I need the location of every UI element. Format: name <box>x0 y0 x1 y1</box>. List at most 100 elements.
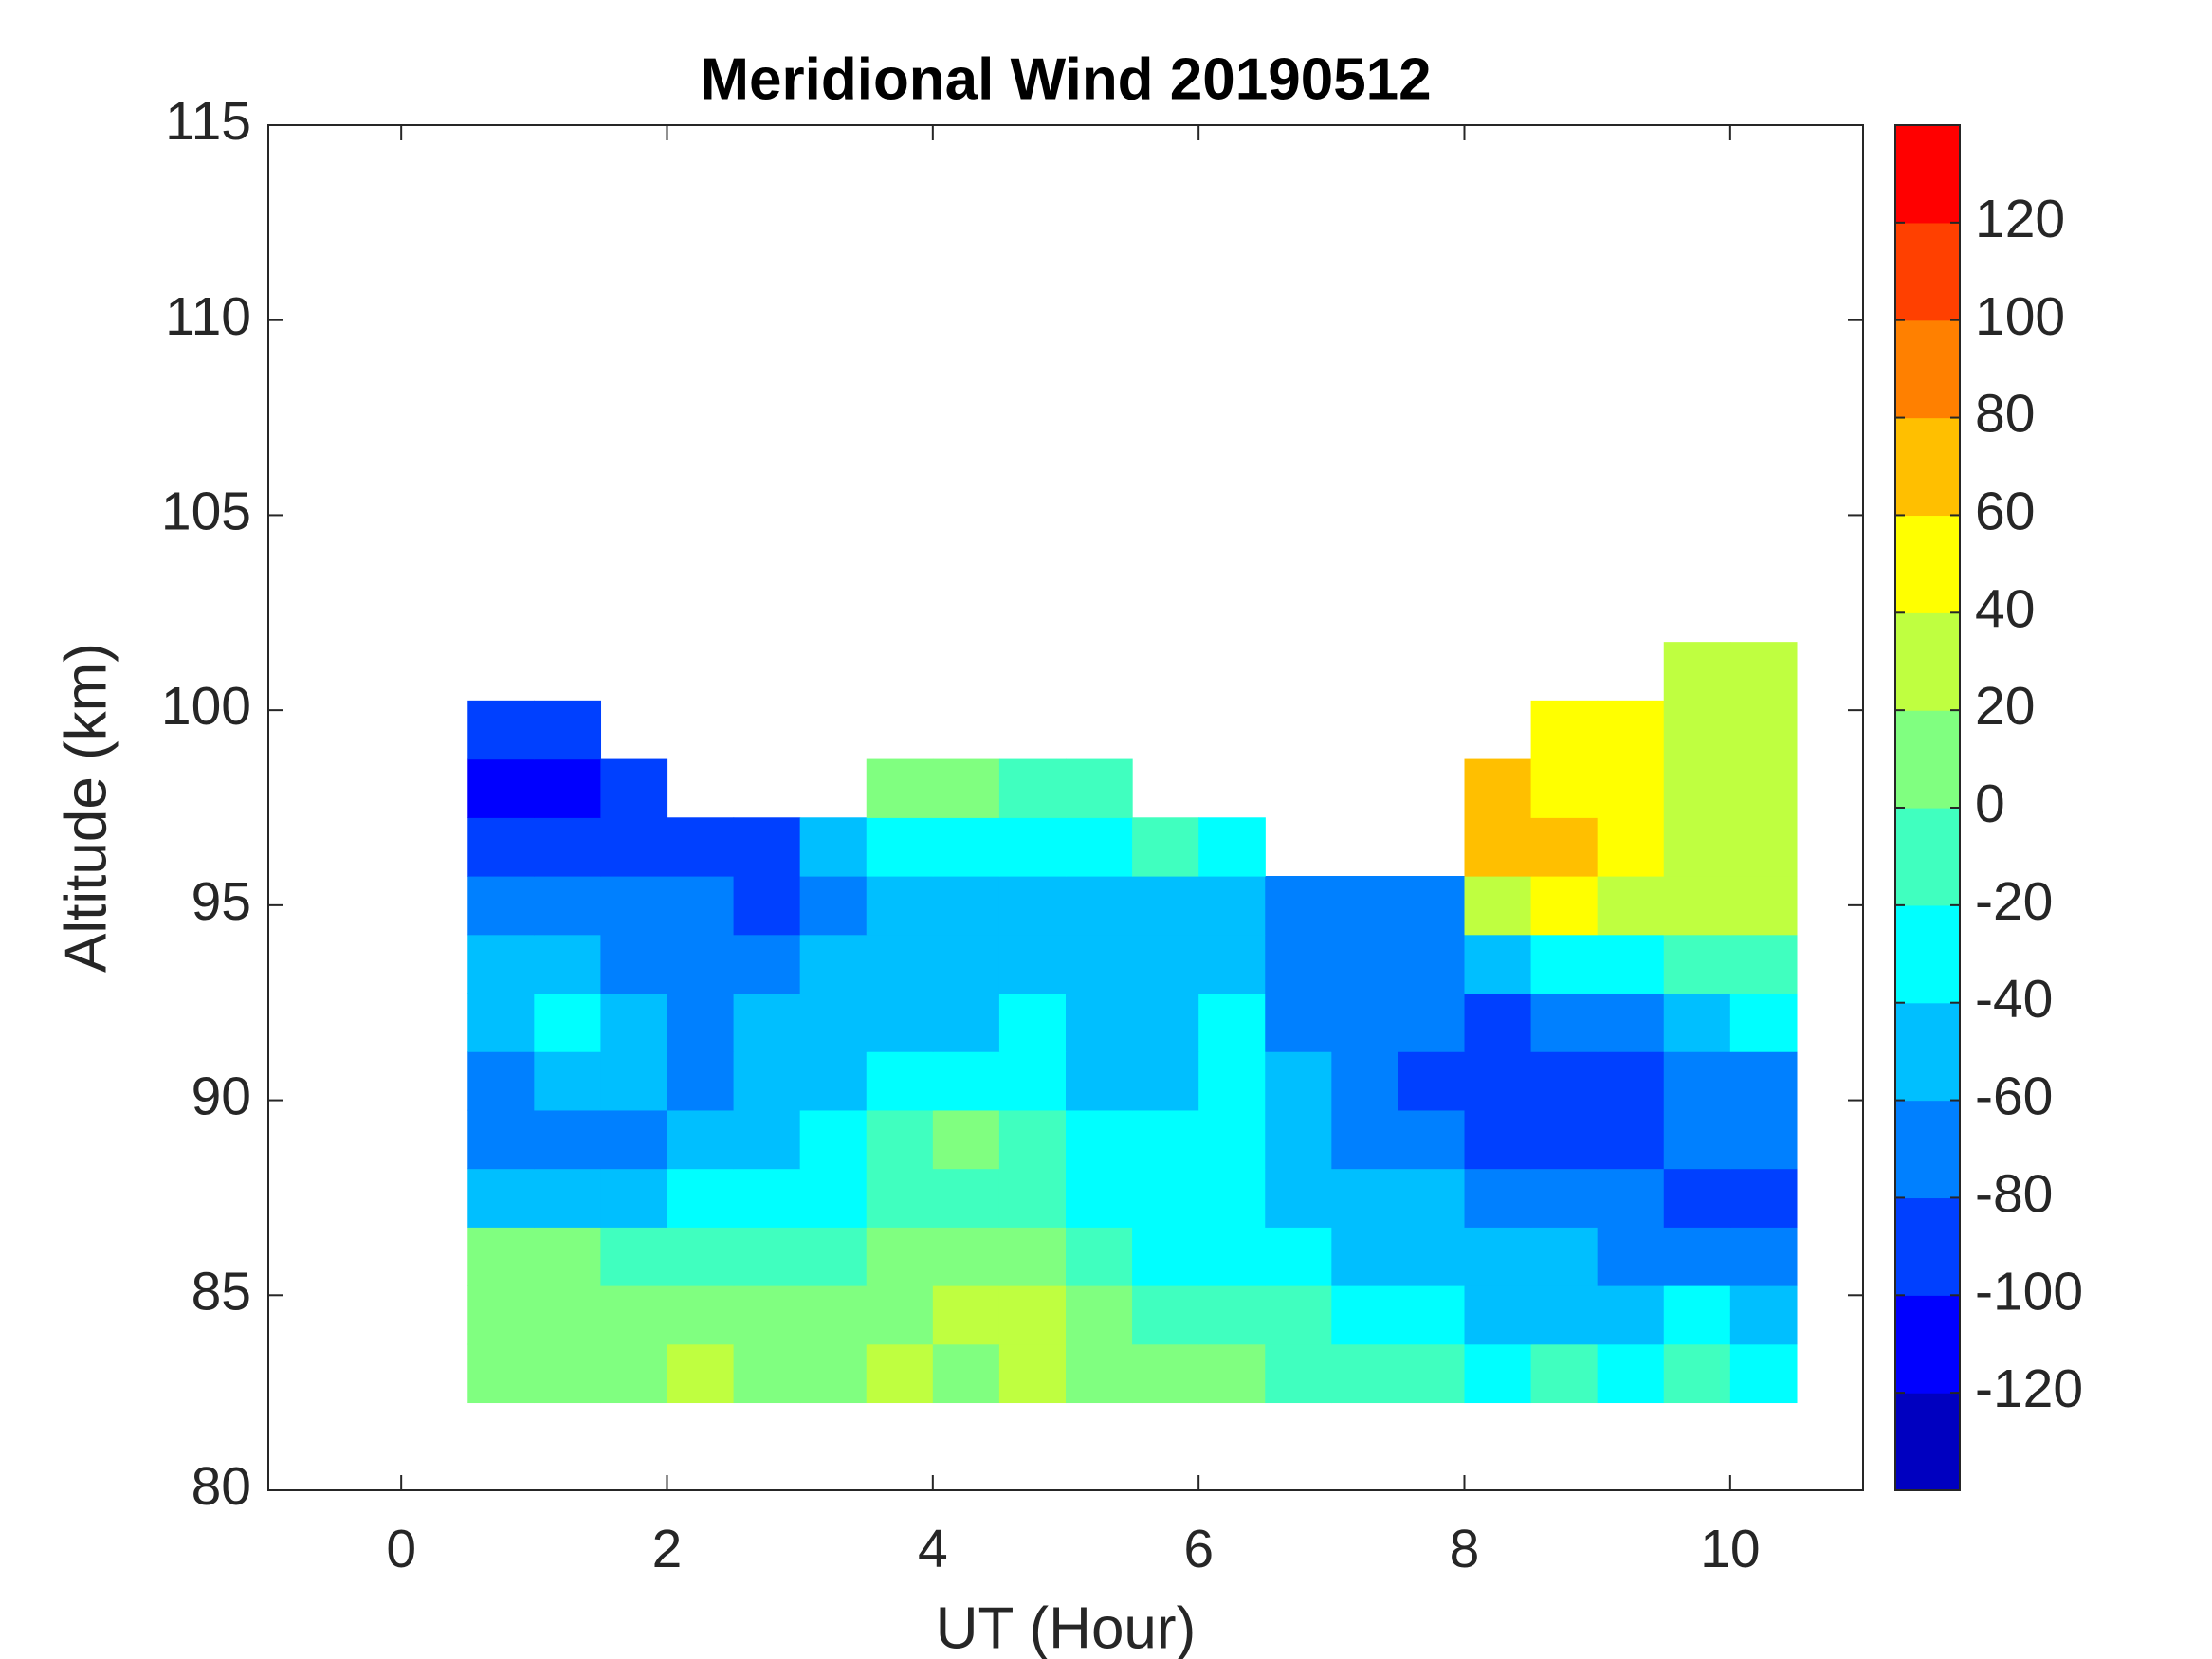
contour-cell <box>1663 1227 1731 1286</box>
contour-cell <box>1198 993 1266 1052</box>
contour-cell <box>1663 876 1731 936</box>
colorbar-segment <box>1895 319 1960 419</box>
contour-cell <box>1663 817 1731 877</box>
contour-cell <box>866 934 934 994</box>
contour-cell <box>866 1168 934 1228</box>
colorbar-segment <box>1895 417 1960 517</box>
contour-cell <box>1464 934 1532 994</box>
colorbar-tick-label: -40 <box>1975 969 2053 1030</box>
contour-cell <box>1265 1168 1332 1228</box>
contour-cell <box>1597 1285 1665 1345</box>
contour-cell <box>467 1168 535 1228</box>
colorbar-segment <box>1895 710 1960 809</box>
contour-cell <box>1132 1109 1199 1170</box>
x-tick-label: 2 <box>652 1519 683 1579</box>
contour-cell <box>998 993 1067 1052</box>
contour-cell <box>1729 1109 1798 1170</box>
colorbar-tick-label: 20 <box>1975 676 2035 737</box>
contour-cell <box>1331 1051 1399 1111</box>
contour-cell <box>467 934 535 994</box>
contour-cell <box>1132 1343 1199 1404</box>
contour-cell <box>667 934 735 994</box>
contour-cell <box>1265 1109 1332 1170</box>
contour-cell <box>600 1227 668 1286</box>
contour-cell <box>998 934 1067 994</box>
contour-cell <box>932 1051 1000 1111</box>
contour-cell <box>1066 758 1133 818</box>
contour-cell <box>1464 1051 1532 1111</box>
contour-cell <box>799 934 868 994</box>
contour-cell <box>998 1168 1067 1228</box>
contour-cell <box>1398 1285 1466 1345</box>
contour-cell <box>1663 1285 1731 1345</box>
contour-cell <box>1398 1109 1466 1170</box>
contour-cell <box>932 1227 1000 1286</box>
x-tick-label: 0 <box>386 1519 416 1579</box>
contour-cell <box>1464 1109 1532 1170</box>
contour-cell <box>1729 700 1798 760</box>
contour-cell <box>600 934 668 994</box>
contour-cell <box>733 876 801 936</box>
contour-cell <box>932 758 1000 818</box>
contour-cell <box>799 1051 868 1111</box>
contour-cell <box>799 1285 868 1345</box>
contour-cell <box>1398 1227 1466 1286</box>
contour-cell <box>1132 993 1199 1052</box>
contour-cell <box>1530 758 1599 818</box>
contour-cell <box>600 993 668 1052</box>
contour-cell <box>534 758 602 818</box>
contour-cell <box>1530 817 1599 877</box>
contour-cell <box>733 1227 801 1286</box>
contour-cell <box>1464 1168 1532 1228</box>
contour-cell <box>467 1109 535 1170</box>
contour-cell <box>998 1285 1067 1345</box>
contour-cell <box>1729 1227 1798 1286</box>
colorbar-tick-label: -120 <box>1975 1358 2083 1419</box>
contour-cell <box>866 817 934 877</box>
contour-cell <box>932 1285 1000 1345</box>
contour-cell <box>1530 1285 1599 1345</box>
y-tick-label: 100 <box>161 676 251 737</box>
colorbar-tick-label: 100 <box>1975 286 2065 347</box>
colorbar-segment <box>1895 904 1960 1004</box>
contour-cell <box>534 1285 602 1345</box>
contour-cell <box>1663 1051 1731 1111</box>
colorbar-segment <box>1895 1100 1960 1199</box>
colorbar-segment <box>1895 125 1960 224</box>
contour-cell <box>1066 817 1133 877</box>
contour-cell <box>866 1051 934 1111</box>
y-axis-label: Altitude (km) <box>53 643 119 973</box>
contour-cell <box>799 1227 868 1286</box>
contour-cell <box>1530 1051 1599 1111</box>
contour-cell <box>1331 876 1399 936</box>
contour-cell <box>1066 876 1133 936</box>
contour-cell <box>1198 1227 1266 1286</box>
contour-cell <box>1198 1109 1266 1170</box>
contour-cell <box>1265 1285 1332 1345</box>
contour-cell <box>998 817 1067 877</box>
contour-cell <box>667 993 735 1052</box>
contour-cell <box>799 1343 868 1404</box>
contour-cell <box>1398 1343 1466 1404</box>
colorbar-tick-label: -80 <box>1975 1163 2053 1224</box>
contour-cell <box>1597 758 1665 818</box>
contour-cell <box>1729 642 1798 702</box>
contour-cell <box>1198 876 1266 936</box>
contour-cell <box>534 1051 602 1111</box>
colorbar-segment <box>1895 808 1960 906</box>
y-tick-label: 115 <box>165 91 251 152</box>
contour-cell <box>932 1109 1000 1170</box>
contour-cell <box>467 1051 535 1111</box>
contour-cell <box>799 876 868 936</box>
contour-cell <box>1066 993 1133 1052</box>
contour-cell <box>1398 1168 1466 1228</box>
contour-cell <box>1331 1227 1399 1286</box>
contour-cell <box>1265 876 1332 936</box>
contour-cell <box>1597 1051 1665 1111</box>
contour-cell <box>667 1109 735 1170</box>
contour-cell <box>1066 1285 1133 1345</box>
y-tick-label: 80 <box>192 1456 251 1517</box>
contour-cell <box>534 993 602 1052</box>
contour-cell <box>866 1227 934 1286</box>
y-tick-label: 105 <box>161 481 251 541</box>
